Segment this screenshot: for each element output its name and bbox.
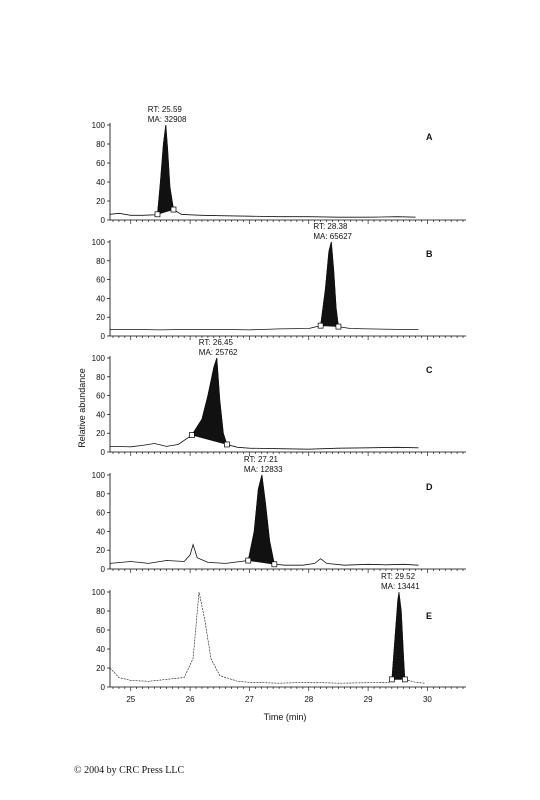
y-tick-label: 0: [101, 565, 106, 574]
y-tick-label: 60: [96, 509, 105, 518]
x-axis-title: Time (min): [264, 712, 307, 722]
peak-rt-label: RT: 27.21: [244, 455, 279, 464]
y-tick-label: 60: [96, 276, 105, 285]
y-tick-label: 20: [96, 197, 105, 206]
chromatogram-trace: [109, 474, 419, 566]
trace-panel-c: [107, 356, 466, 456]
panel-letter: B: [426, 249, 433, 259]
peak-area-fill: [191, 357, 228, 445]
y-tick-label: 40: [96, 527, 105, 536]
peak-ma-label: MA: 25762: [199, 348, 238, 357]
y-tick-label: 20: [96, 429, 105, 438]
peak-ma-label: MA: 12833: [244, 465, 283, 474]
y-tick-label: 0: [101, 332, 106, 341]
y-tick-label: 80: [96, 257, 105, 266]
peak-ma-label: MA: 65627: [313, 232, 352, 241]
peak-ma-label: MA: 32908: [148, 115, 187, 124]
trace-panel-a: [107, 123, 466, 224]
peak-rt-label: RT: 25.59: [148, 105, 183, 114]
trace-panel-d: [107, 473, 466, 573]
peak-rt-label: RT: 26.45: [199, 338, 234, 347]
y-tick-label: 60: [96, 392, 105, 401]
copyright-notice: © 2004 by CRC Press LLC: [74, 765, 185, 776]
chromatogram-trace: [110, 241, 419, 331]
peak-boundary-marker: [335, 323, 342, 330]
y-tick-label: 80: [96, 607, 105, 616]
y-tick-label: 60: [96, 626, 105, 635]
peak-boundary-marker: [170, 206, 177, 213]
y-tick-label: 80: [96, 140, 105, 149]
peak-boundary-marker: [189, 432, 195, 438]
chromatogram-trace: [109, 591, 425, 684]
y-tick-label: 60: [96, 159, 105, 168]
trace-panel-e: [107, 590, 466, 691]
y-tick-label: 20: [96, 313, 105, 322]
peak-area-fill: [247, 474, 275, 565]
y-tick-label: 40: [96, 645, 105, 654]
y-tick-label: 20: [96, 664, 105, 673]
panel-letter: D: [426, 482, 433, 492]
peak-boundary-marker: [154, 211, 161, 218]
y-tick-label: 100: [92, 471, 106, 480]
y-tick-label: 100: [92, 121, 106, 130]
y-tick-label: 0: [101, 683, 106, 692]
y-tick-label: 40: [96, 178, 105, 187]
y-tick-label: 100: [92, 354, 106, 363]
y-tick-label: 80: [96, 490, 105, 499]
peak-boundary-marker: [317, 322, 324, 329]
peak-rt-label: RT: 28.38: [313, 222, 348, 231]
y-axis-title: Relative abundance: [77, 368, 87, 448]
peak-boundary-marker: [271, 561, 278, 568]
peak-rt-label: RT: 29.52: [381, 572, 416, 581]
x-tick-label: 30: [423, 695, 432, 704]
panel-letter: A: [426, 132, 433, 142]
chromatogram-trace: [109, 357, 419, 450]
panel-letter: E: [426, 611, 432, 621]
peak-area-fill: [320, 241, 339, 327]
peak-ma-label: MA: 13441: [381, 582, 420, 591]
x-tick-label: 27: [245, 695, 254, 704]
peak-boundary-marker: [402, 676, 408, 683]
y-tick-label: 0: [101, 448, 106, 457]
y-tick-label: 40: [96, 410, 105, 419]
y-tick-label: 40: [96, 294, 105, 303]
x-tick-label: 25: [126, 695, 135, 704]
x-tick-label: 26: [186, 695, 195, 704]
y-tick-label: 20: [96, 546, 105, 555]
peak-boundary-marker: [224, 441, 230, 448]
trace-panel-b: [107, 240, 466, 340]
y-tick-label: 100: [92, 238, 106, 247]
peak-boundary-marker: [388, 676, 395, 683]
chromatogram-trace: [109, 124, 416, 218]
peak-area-fill: [391, 591, 406, 680]
peak-boundary-marker: [245, 557, 252, 564]
y-tick-label: 100: [92, 588, 106, 597]
panel-letter: C: [426, 365, 433, 375]
y-tick-label: 80: [96, 373, 105, 382]
peak-area-fill: [157, 124, 174, 215]
x-tick-label: 29: [364, 695, 373, 704]
y-tick-label: 0: [101, 216, 106, 225]
x-tick-label: 28: [304, 695, 313, 704]
